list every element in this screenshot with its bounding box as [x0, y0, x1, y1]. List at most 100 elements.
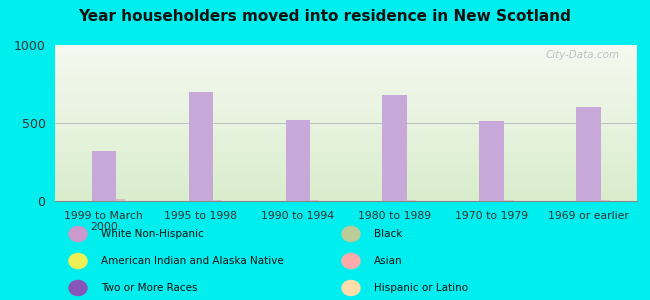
- Bar: [55, 79, 637, 81]
- Bar: [55, 103, 637, 104]
- Bar: [55, 73, 637, 75]
- Bar: [55, 82, 637, 84]
- Bar: [55, 159, 637, 160]
- Bar: [55, 59, 637, 61]
- Bar: [55, 167, 637, 168]
- Bar: [55, 149, 637, 151]
- Bar: [55, 132, 637, 134]
- Bar: [55, 154, 637, 156]
- Bar: [55, 48, 637, 50]
- Bar: [382, 95, 407, 201]
- Bar: [55, 65, 637, 67]
- Bar: [55, 200, 637, 201]
- Bar: [55, 100, 637, 101]
- Bar: [55, 137, 637, 139]
- Bar: [55, 176, 637, 178]
- Bar: [55, 76, 637, 78]
- Bar: [55, 157, 637, 159]
- Bar: [55, 153, 637, 154]
- Bar: [480, 122, 504, 201]
- Bar: [55, 68, 637, 70]
- Bar: [55, 62, 637, 64]
- Bar: [55, 175, 637, 176]
- Bar: [55, 196, 637, 198]
- Bar: [55, 173, 637, 175]
- Bar: [55, 92, 637, 93]
- Bar: [55, 184, 637, 185]
- Bar: [55, 198, 637, 200]
- Bar: [55, 109, 637, 110]
- Bar: [55, 168, 637, 170]
- Bar: [55, 71, 637, 73]
- Bar: [55, 93, 637, 95]
- Bar: [55, 190, 637, 192]
- Bar: [55, 114, 637, 115]
- Bar: [92, 151, 116, 201]
- Bar: [55, 131, 637, 132]
- Bar: [55, 139, 637, 140]
- Bar: [55, 124, 637, 126]
- Bar: [55, 140, 637, 142]
- Bar: [55, 171, 637, 173]
- Bar: [55, 84, 637, 86]
- Bar: [55, 164, 637, 165]
- Bar: [55, 58, 637, 59]
- Bar: [55, 95, 637, 97]
- Bar: [55, 117, 637, 118]
- Text: Hispanic or Latino: Hispanic or Latino: [374, 283, 468, 293]
- Bar: [55, 81, 637, 82]
- Bar: [55, 90, 637, 92]
- Bar: [55, 143, 637, 145]
- Bar: [55, 123, 637, 124]
- Bar: [55, 192, 637, 193]
- Bar: [55, 78, 637, 79]
- Bar: [55, 178, 637, 179]
- Bar: [55, 188, 637, 190]
- Bar: [55, 75, 637, 76]
- Bar: [116, 199, 125, 201]
- Bar: [55, 151, 637, 153]
- Text: Asian: Asian: [374, 256, 402, 266]
- Text: Two or More Races: Two or More Races: [101, 283, 197, 293]
- Bar: [408, 200, 416, 201]
- Bar: [55, 70, 637, 71]
- Bar: [285, 120, 310, 201]
- Bar: [55, 148, 637, 149]
- Bar: [55, 122, 637, 123]
- Text: Year householders moved into residence in New Scotland: Year householders moved into residence i…: [79, 9, 571, 24]
- Bar: [55, 67, 637, 68]
- Bar: [577, 107, 601, 201]
- Bar: [213, 200, 222, 201]
- Bar: [55, 181, 637, 182]
- Text: Black: Black: [374, 229, 402, 239]
- Bar: [310, 200, 319, 201]
- Bar: [55, 50, 637, 51]
- Bar: [55, 112, 637, 114]
- Bar: [55, 101, 637, 103]
- Bar: [55, 61, 637, 62]
- Bar: [55, 106, 637, 107]
- Bar: [55, 146, 637, 148]
- Bar: [55, 104, 637, 106]
- Bar: [55, 51, 637, 53]
- Bar: [55, 170, 637, 171]
- Bar: [55, 187, 637, 188]
- Bar: [55, 107, 637, 109]
- Bar: [55, 162, 637, 164]
- Bar: [55, 160, 637, 162]
- Bar: [55, 98, 637, 100]
- Bar: [55, 45, 637, 46]
- Text: City-Data.com: City-Data.com: [545, 50, 619, 60]
- Bar: [55, 156, 637, 157]
- Bar: [55, 64, 637, 65]
- Bar: [55, 85, 637, 87]
- Bar: [504, 200, 513, 201]
- Bar: [55, 185, 637, 187]
- Bar: [55, 110, 637, 112]
- Bar: [55, 97, 637, 98]
- Bar: [55, 193, 637, 195]
- Bar: [55, 142, 637, 143]
- Bar: [55, 129, 637, 131]
- Bar: [55, 53, 637, 54]
- Bar: [55, 46, 637, 48]
